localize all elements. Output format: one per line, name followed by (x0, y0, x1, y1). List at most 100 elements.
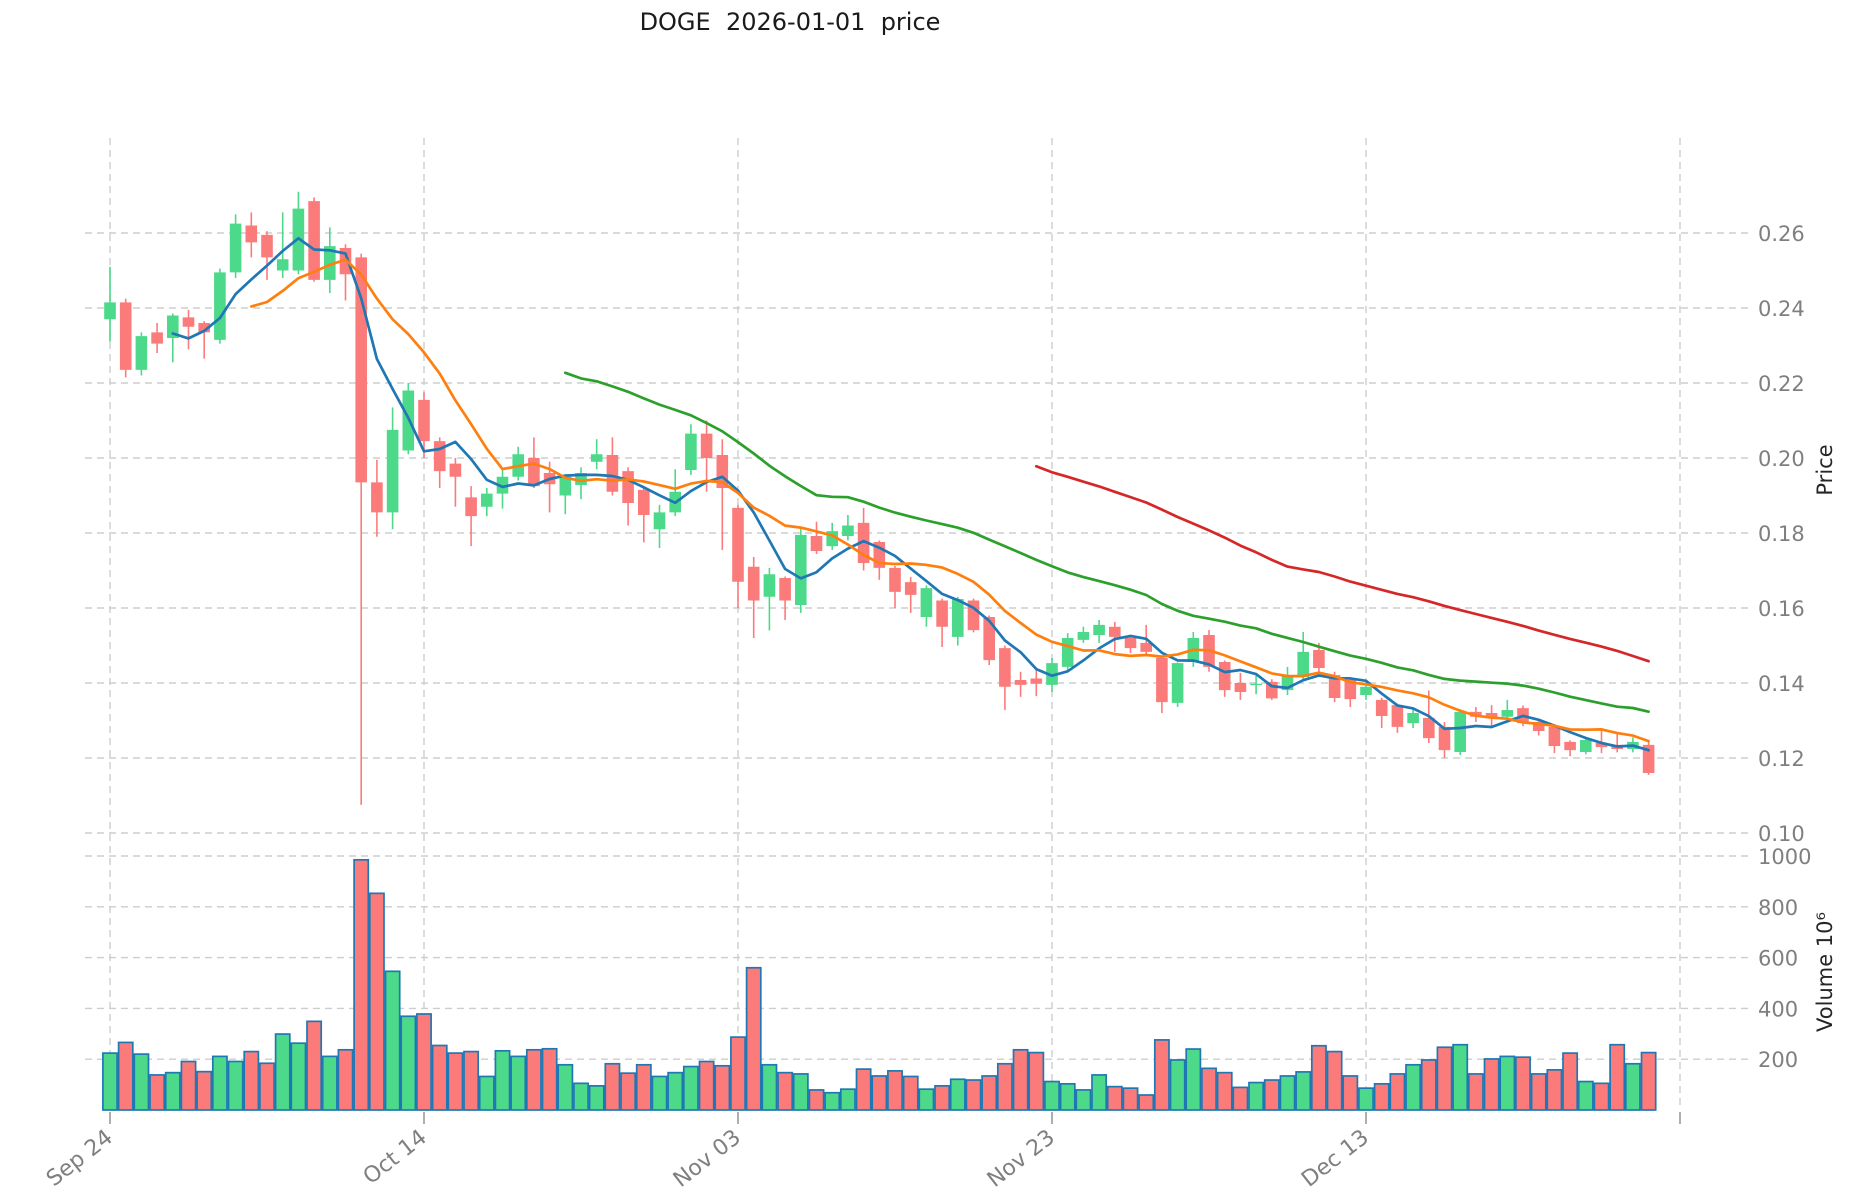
moving-average-lines (171, 236, 1650, 752)
candle-body (1109, 626, 1121, 637)
candle-body (1328, 675, 1341, 698)
volume-bar (730, 1036, 746, 1111)
volume-bar (1515, 1056, 1531, 1111)
volume-bar (478, 1075, 495, 1111)
volume-bar (447, 1052, 464, 1111)
volume-bar (745, 966, 762, 1111)
volume-bar (1640, 1051, 1657, 1111)
volume-bar (525, 1048, 542, 1111)
candle-body (1391, 705, 1404, 727)
candle-body (324, 246, 336, 280)
candle-body (449, 463, 462, 477)
candle-body (1140, 642, 1152, 652)
candle-body (308, 201, 320, 280)
volume-bar (1138, 1094, 1155, 1111)
volume-bar (1436, 1046, 1453, 1111)
candle-body (638, 489, 650, 515)
candle-body (229, 223, 242, 273)
volume-bar (1609, 1043, 1626, 1111)
candle-body (747, 566, 760, 601)
volume-bar (416, 1013, 432, 1111)
candle-body (590, 454, 603, 462)
candle-body (151, 332, 163, 344)
volume-bar (996, 1062, 1013, 1111)
volume-bar (949, 1078, 966, 1111)
candle-body (1030, 678, 1043, 684)
candle-body (1501, 710, 1514, 717)
candle-body (700, 433, 713, 458)
volume-bar (1452, 1043, 1469, 1111)
candle-body (1564, 741, 1576, 751)
candle-body (716, 455, 729, 488)
volume-bar (1310, 1044, 1327, 1111)
volume-bar (1216, 1071, 1233, 1111)
volume-bar (1153, 1039, 1170, 1111)
candle-body (936, 600, 948, 627)
candle-body (1156, 657, 1168, 703)
volume-bar (635, 1063, 652, 1111)
volume-bar (777, 1071, 794, 1111)
candle-body (999, 648, 1011, 687)
candle-body (167, 315, 179, 338)
price-tick-label: 0.26 (1758, 222, 1805, 246)
price-axis-title: Price (1813, 444, 1837, 495)
candle-body (1093, 624, 1105, 635)
volume-bar (1624, 1062, 1641, 1111)
volume-bar (887, 1070, 903, 1111)
price-tick-label: 0.22 (1758, 372, 1805, 396)
candle-body (1642, 744, 1655, 773)
candle-body (810, 536, 823, 551)
candle-body (1250, 683, 1262, 686)
volume-bar (667, 1071, 684, 1111)
volume-bar (337, 1048, 354, 1111)
x-tick-label: Sep 24 (42, 1125, 118, 1192)
volume-bar (824, 1091, 841, 1111)
candle-body (1375, 699, 1388, 716)
candle-body (1344, 680, 1357, 700)
volume-bar (934, 1085, 951, 1111)
candle-body (104, 302, 116, 320)
candles (104, 191, 1655, 805)
price-tick-label: 0.12 (1758, 747, 1805, 771)
candle-body (1014, 680, 1027, 685)
volume-bar (510, 1055, 527, 1111)
volume-bar (259, 1062, 275, 1111)
candle-body (1077, 632, 1090, 640)
candle-body (371, 482, 383, 513)
candle-body (622, 471, 634, 503)
candle-body (1595, 743, 1608, 748)
candle-body (119, 302, 132, 370)
volume-bar (1577, 1080, 1594, 1111)
x-tick-label: Nov 03 (669, 1125, 746, 1193)
volume-bar (1499, 1055, 1516, 1111)
candle-body (559, 476, 572, 496)
volume-bar (463, 1050, 480, 1111)
volume-bar (981, 1075, 998, 1111)
volume-bars (102, 858, 1657, 1111)
volume-bar (102, 1052, 118, 1111)
volume-bar (227, 1060, 244, 1111)
candle-body (433, 441, 446, 472)
volume-bar (431, 1044, 448, 1111)
volume-bar (1562, 1052, 1579, 1111)
candle-body (575, 473, 587, 485)
volume-bar (1059, 1082, 1076, 1111)
candle-body (1297, 651, 1309, 677)
candle-body (779, 578, 791, 601)
volume-bar (557, 1063, 574, 1111)
chart-title: DOGE 2026-01-01 price (639, 8, 941, 36)
volume-bar (400, 1015, 417, 1111)
volume-tick-label: 200 (1758, 1048, 1798, 1072)
candle-body (245, 225, 258, 243)
axis-ticks (109, 1112, 1681, 1124)
volume-bar (1028, 1051, 1045, 1111)
volume-bar (682, 1065, 699, 1111)
volume-bar (965, 1079, 982, 1111)
candle-body (1218, 662, 1231, 691)
volume-bar (871, 1075, 888, 1111)
volume-bar (541, 1047, 558, 1111)
candle-body (198, 323, 210, 333)
volume-bar (902, 1075, 919, 1111)
volume-bar (1530, 1073, 1547, 1111)
